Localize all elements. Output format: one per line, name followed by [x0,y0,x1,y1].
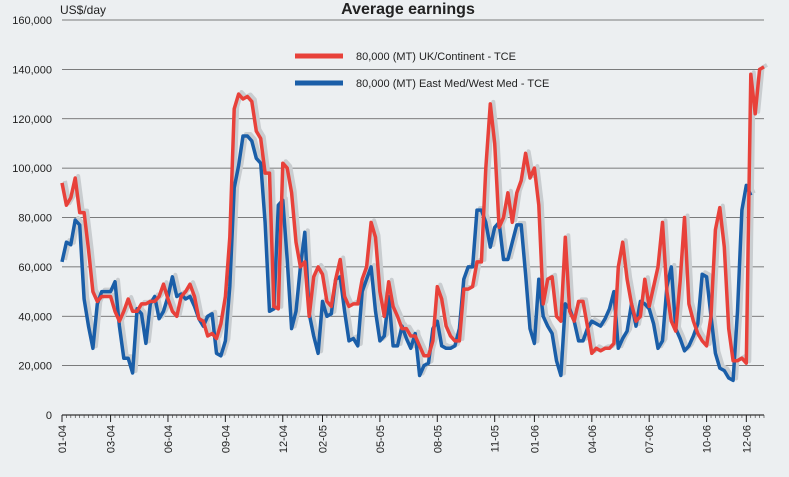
series-east-west-med-line [60,134,753,383]
y-axis-tick-labels: 0 20,000 40,000 60,000 80,000 100,000 120,000 1… [12,15,52,422]
x-tick-label: 12-04 [278,425,290,453]
y-tick-label: 100,000 [12,163,52,175]
y-tick-label: 60,000 [18,262,52,274]
x-tick-label: 02-05 [317,425,329,453]
legend-label-uk-continent: 80,000 (MT) UK/Continent - TCE [356,51,516,63]
x-tick-label: 04-06 [587,425,599,453]
gridlines [62,19,764,416]
x-axis: 01-04 03-04 06-04 09-04 12-04 02-05 05-05 08-05… [57,415,765,453]
x-tick-label: 09-04 [220,425,232,453]
chart-title: Average earnings [341,1,475,18]
x-tick-label: 05-05 [375,425,387,453]
y-tick-label: 20,000 [18,361,52,373]
series-lines [60,63,768,383]
y-tick-label: 80,000 [18,213,52,225]
x-tick-label: 06-04 [163,425,175,453]
x-tick-label: 11-05 [490,425,502,452]
x-tick-label: 01-06 [529,425,541,453]
y-tick-label: 140,000 [12,64,52,76]
x-tick-label: 01-04 [57,425,69,453]
y-tick-label: 120,000 [12,114,52,126]
x-tick-label: 12-06 [741,425,753,453]
x-tick-label: 08-05 [432,425,444,453]
y-tick-label: 0 [46,410,52,422]
y-tick-label: 40,000 [18,311,52,323]
legend: 80,000 (MT) UK/Continent - TCE 80,000 (M… [295,51,549,90]
series-uk-continent-line [60,65,765,365]
x-tick-label: 07-06 [644,425,656,453]
x-tick-label: 10-06 [702,425,714,453]
y-tick-label: 160,000 [12,15,52,27]
y-axis-unit-label: US$/day [60,3,106,17]
legend-label-east-west-med: 80,000 (MT) East Med/West Med - TCE [356,78,549,90]
x-tick-label: 03-04 [106,425,118,453]
